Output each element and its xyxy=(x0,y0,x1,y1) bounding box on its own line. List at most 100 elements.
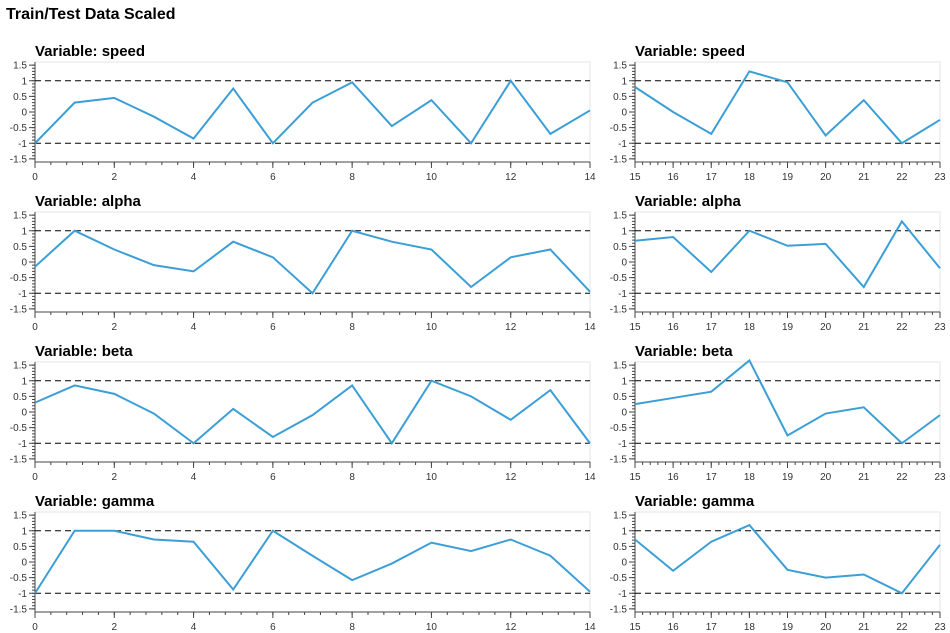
x-tick-label: 18 xyxy=(744,472,756,483)
y-tick-label: 0.5 xyxy=(613,392,627,403)
y-tick-label: 1.5 xyxy=(613,211,627,222)
x-tick-label: 19 xyxy=(782,172,794,183)
x-tick-label: 2 xyxy=(112,622,118,633)
x-tick-label: 22 xyxy=(896,322,908,333)
x-tick-label: 20 xyxy=(820,322,832,333)
chart-title: Variable: gamma xyxy=(35,493,155,510)
y-tick-label: 0 xyxy=(21,408,27,419)
series-line xyxy=(634,523,941,595)
x-tick-label: 6 xyxy=(270,622,276,633)
x-tick-label: 23 xyxy=(934,172,946,183)
x-tick-label: 15 xyxy=(629,172,641,183)
y-tick-label: 0 xyxy=(621,558,627,569)
y-tick-label: 1.5 xyxy=(613,511,627,522)
x-tick-label: 16 xyxy=(668,322,680,333)
y-tick-label: 0 xyxy=(621,258,627,269)
plot-frame xyxy=(34,511,591,613)
x-tick-label: 6 xyxy=(270,472,276,483)
y-tick-label: -1.5 xyxy=(610,454,628,465)
x-tick-label: 21 xyxy=(858,622,870,633)
x-tick-label: 15 xyxy=(629,622,641,633)
series-line xyxy=(634,70,941,145)
x-tick-label: 8 xyxy=(349,322,355,333)
x-tick-label: 22 xyxy=(896,472,908,483)
chart-title: Variable: speed xyxy=(35,43,145,60)
x-tick-label: 0 xyxy=(32,322,38,333)
y-tick-label: 0 xyxy=(621,408,627,419)
chart-beta-train: Variable: beta -1.5 -1 -0.5 0 0.5 1 1.5 0 2 4 6 8 10 1… xyxy=(10,343,596,483)
x-tick-label: 19 xyxy=(782,622,794,633)
x-tick-label: 17 xyxy=(706,322,718,333)
chart-title: Variable: beta xyxy=(635,343,733,360)
y-tick-label: 0 xyxy=(21,258,27,269)
x-tick-label: 8 xyxy=(349,622,355,633)
y-tick-label: 1.5 xyxy=(613,361,627,372)
y-tick-label: 1 xyxy=(621,226,627,237)
y-tick-label: -1 xyxy=(618,139,627,150)
y-tick-label: -0.5 xyxy=(10,123,28,134)
x-tick-label: 0 xyxy=(32,172,38,183)
x-tick-label: 18 xyxy=(744,172,756,183)
x-tick-label: 8 xyxy=(349,172,355,183)
y-tick-label: -1.5 xyxy=(10,304,28,315)
x-tick-label: 21 xyxy=(858,472,870,483)
y-tick-label: -1 xyxy=(618,439,627,450)
y-tick-label: 1.5 xyxy=(13,211,27,222)
series-line xyxy=(34,379,591,446)
plot-frame xyxy=(634,61,941,163)
x-tick-label: 22 xyxy=(896,622,908,633)
series-line xyxy=(634,358,941,445)
x-tick-label: 22 xyxy=(896,172,908,183)
x-tick-label: 12 xyxy=(505,622,517,633)
y-tick-label: -1.5 xyxy=(610,604,628,615)
y-tick-label: 1 xyxy=(21,76,27,87)
y-tick-label: 1 xyxy=(21,376,27,387)
y-tick-label: 0.5 xyxy=(613,542,627,553)
y-tick-label: 1 xyxy=(21,226,27,237)
x-tick-label: 20 xyxy=(820,172,832,183)
x-tick-label: 10 xyxy=(426,622,438,633)
y-tick-label: 1.5 xyxy=(613,61,627,72)
x-tick-label: 14 xyxy=(584,472,596,483)
x-tick-label: 20 xyxy=(820,622,832,633)
x-tick-label: 2 xyxy=(112,172,118,183)
y-tick-label: -1.5 xyxy=(610,154,628,165)
plot-frame xyxy=(34,61,591,163)
chart-gamma-train: Variable: gamma -1.5 -1 -0.5 0 0.5 1 1.5 0 2 4 6 8 10… xyxy=(10,493,596,633)
y-tick-label: -1 xyxy=(18,289,27,300)
y-tick-label: -1.5 xyxy=(10,154,28,165)
page-title: Train/Test Data Scaled xyxy=(6,6,176,23)
chart-speed-train: Variable: speed -1.5 -1 -0.5 0 0.5 1 1.5 0 2 4 6 8 10… xyxy=(10,43,596,183)
x-tick-label: 2 xyxy=(112,322,118,333)
y-tick-label: 0.5 xyxy=(613,92,627,103)
plot-frame xyxy=(634,361,941,463)
x-tick-label: 6 xyxy=(270,172,276,183)
x-tick-label: 16 xyxy=(668,172,680,183)
chart-title: Variable: alpha xyxy=(35,193,142,210)
x-tick-label: 17 xyxy=(706,622,718,633)
plot-frame xyxy=(634,211,941,313)
chart-beta-test: Variable: beta -1.5 -1 -0.5 0 0.5 1 1.5 15 16 17 18… xyxy=(610,343,946,483)
y-tick-label: 0 xyxy=(621,108,627,119)
series-line xyxy=(34,229,591,295)
x-tick-label: 21 xyxy=(858,172,870,183)
y-tick-label: 0.5 xyxy=(13,242,27,253)
y-tick-label: 0.5 xyxy=(13,542,27,553)
series-line xyxy=(34,529,591,594)
x-tick-label: 14 xyxy=(584,322,596,333)
plot-frame xyxy=(634,511,941,613)
x-tick-label: 17 xyxy=(706,172,718,183)
y-tick-label: 1 xyxy=(621,376,627,387)
y-tick-label: 1 xyxy=(21,526,27,537)
x-tick-label: 10 xyxy=(426,322,438,333)
y-tick-label: -1.5 xyxy=(610,304,628,315)
x-tick-label: 4 xyxy=(191,322,197,333)
x-tick-label: 23 xyxy=(934,622,946,633)
y-tick-label: -1 xyxy=(618,289,627,300)
x-tick-label: 18 xyxy=(744,322,756,333)
x-tick-label: 18 xyxy=(744,622,756,633)
x-tick-label: 10 xyxy=(426,172,438,183)
y-tick-label: -0.5 xyxy=(10,423,28,434)
y-tick-label: -1.5 xyxy=(10,604,28,615)
x-tick-label: 16 xyxy=(668,622,680,633)
